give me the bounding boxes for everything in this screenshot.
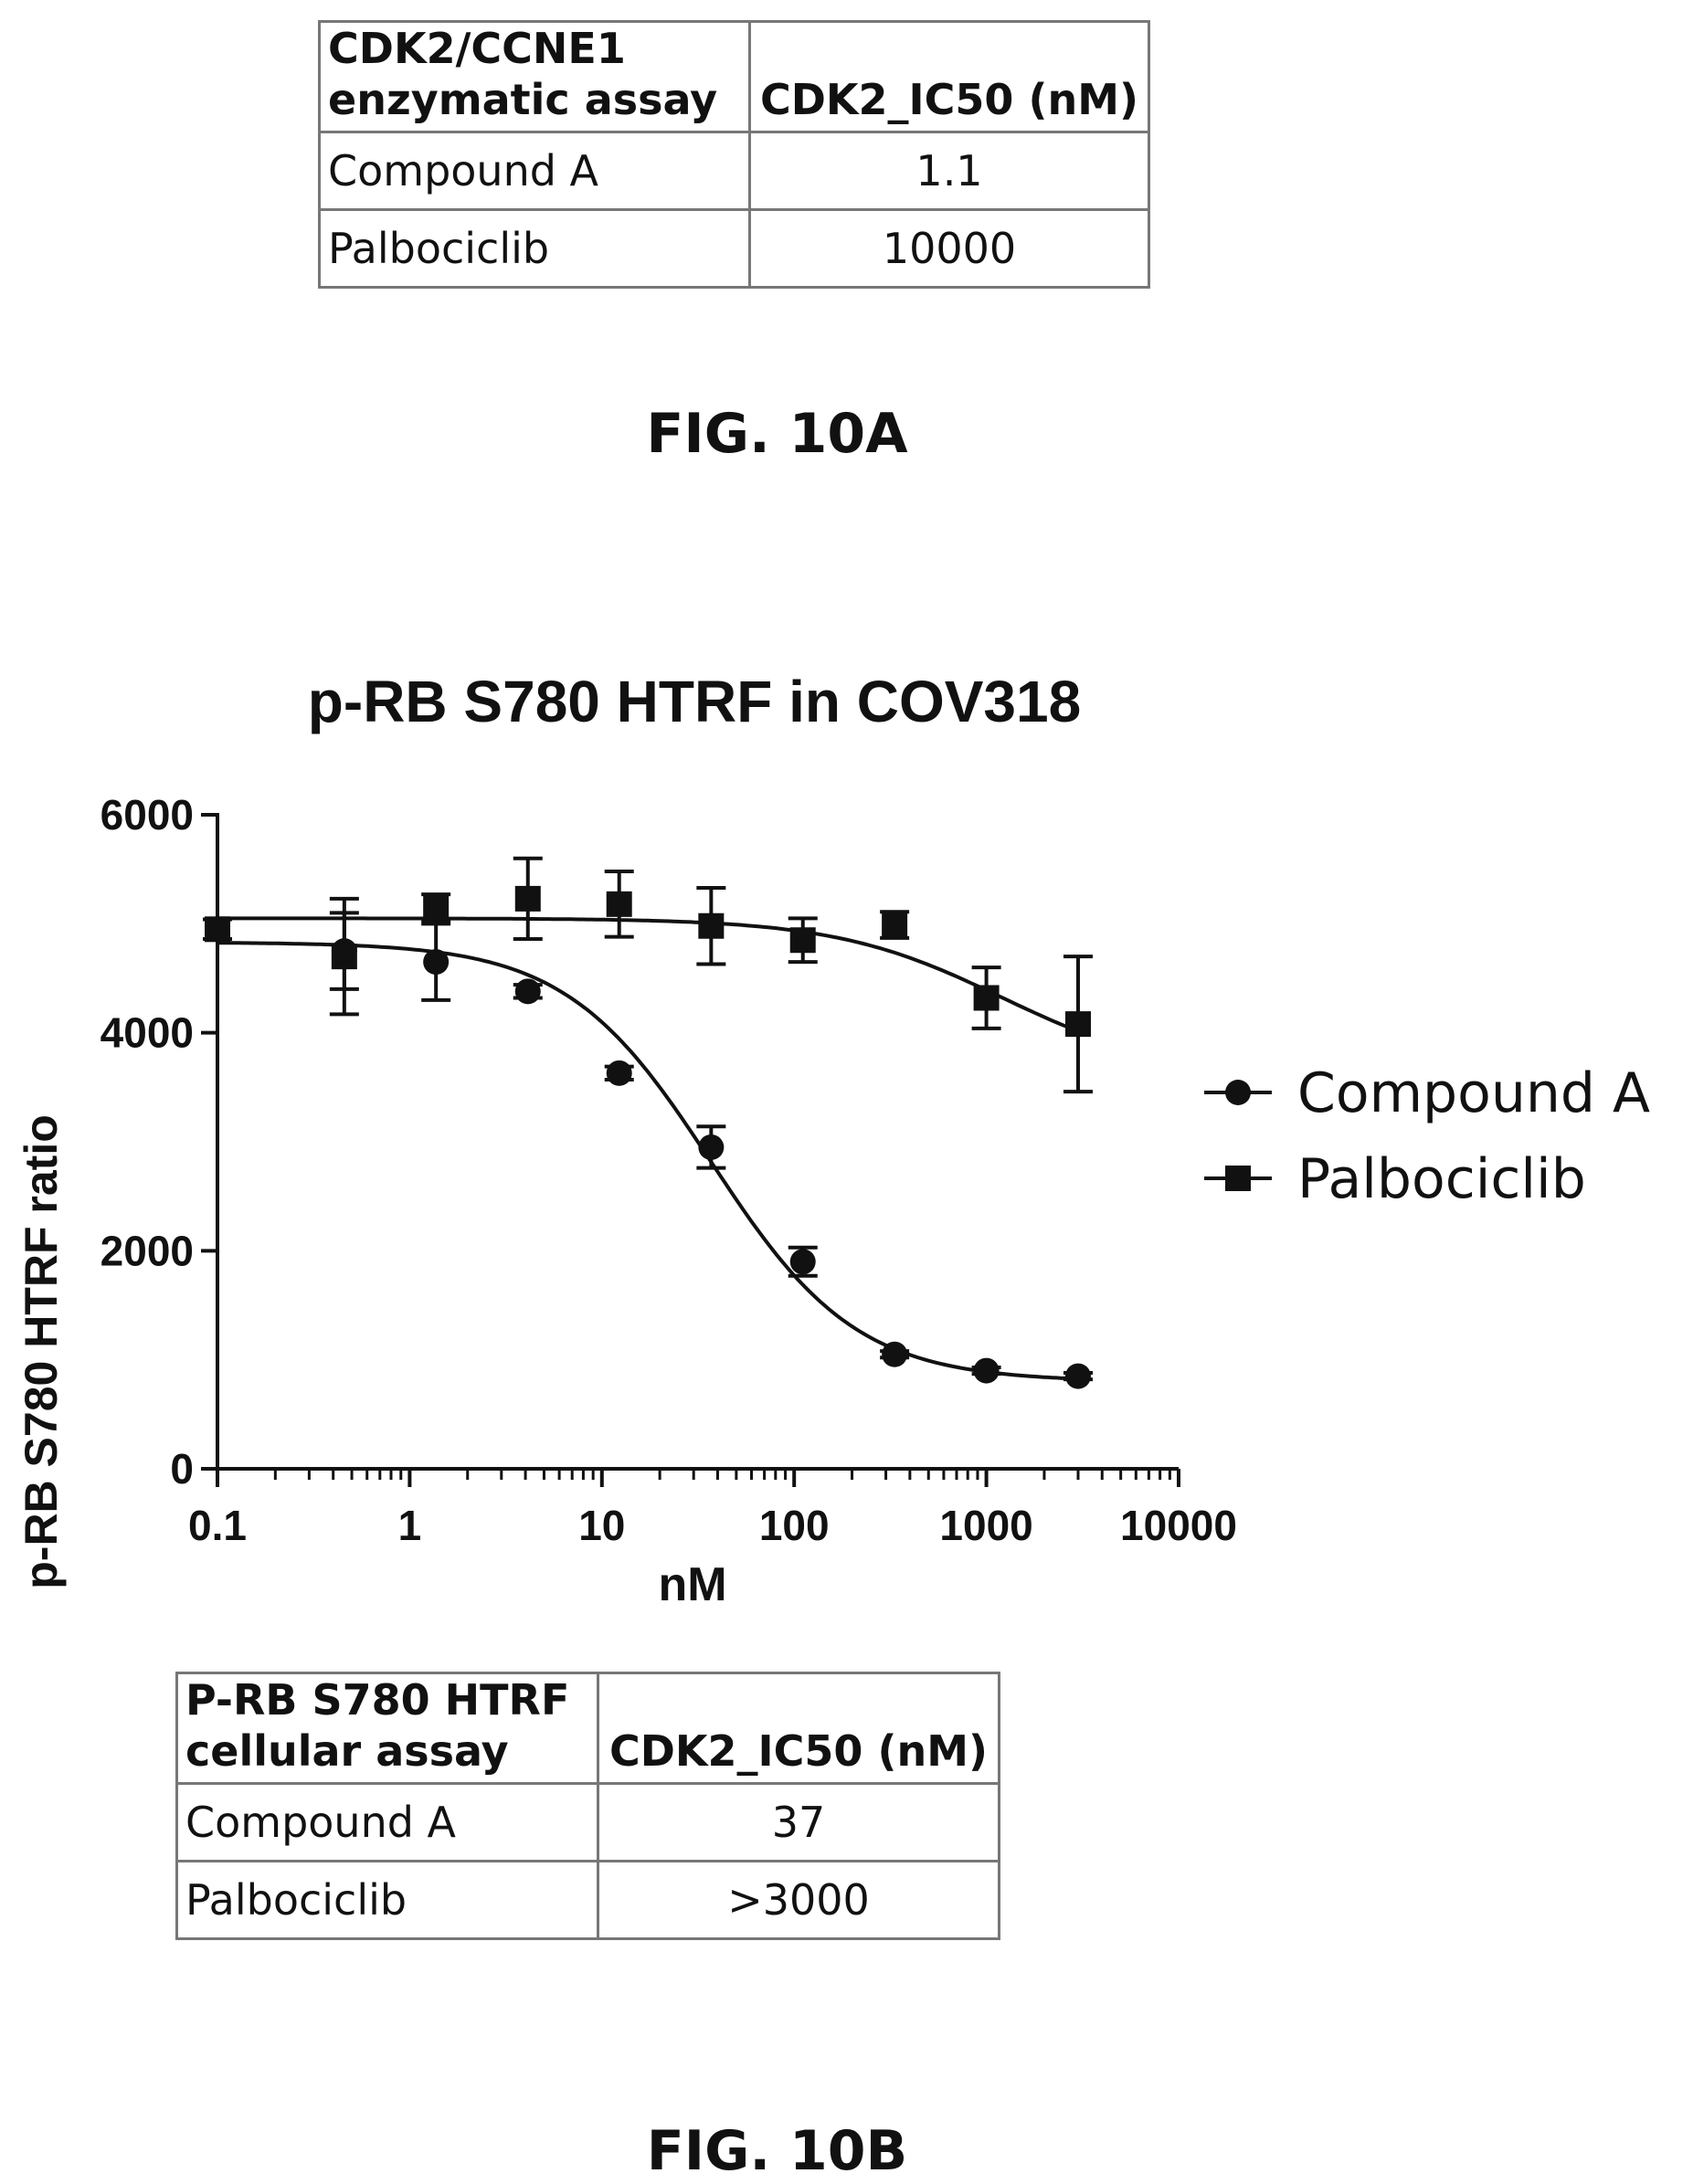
header-line-2: enzymatic assay xyxy=(328,75,718,124)
data-point-palbociclib xyxy=(514,885,541,912)
row-compound-name: Palbociclib xyxy=(318,208,751,289)
figure-label-10b: FIG. 10B xyxy=(646,2119,908,2183)
y-axis-label: p-RB S780 HTRF ratio xyxy=(16,1114,67,1589)
table-enzymatic-assay: CDK2/CCNE1 enzymatic assay CDK2_IC50 (nM… xyxy=(318,20,1150,289)
data-point-palbociclib xyxy=(698,913,725,939)
row-compound-name: Compound A xyxy=(175,1782,599,1862)
data-point-palbociclib xyxy=(973,985,1000,1011)
table-header-ic50: CDK2_IC50 (nM) xyxy=(748,20,1150,133)
data-point-compound-a xyxy=(1064,1363,1091,1389)
chart-axes: 0 2000 4000 6000 0.1 1 10 100 1000 10000 xyxy=(101,791,1237,1549)
x-tick-label: 1 xyxy=(398,1502,422,1549)
fit-curves xyxy=(217,916,1079,1381)
data-point-palbociclib xyxy=(789,927,816,954)
table-row: Compound A 1.1 xyxy=(318,131,1150,211)
figure-label-10a: FIG. 10A xyxy=(646,402,908,466)
table-cellular-assay: P-RB S780 HTRF cellular assay CDK2_IC50 … xyxy=(175,1672,1000,1940)
row-ic50-value: 10000 xyxy=(748,208,1150,289)
data-point-palbociclib xyxy=(606,891,632,917)
legend-marker-palbociclib xyxy=(1225,1166,1251,1191)
data-point-compound-a xyxy=(882,1341,908,1367)
x-tick-label: 10000 xyxy=(1120,1502,1237,1549)
data-point-palbociclib xyxy=(1064,1011,1091,1038)
data-point-palbociclib xyxy=(882,912,908,938)
x-axis-label: nM xyxy=(658,1558,726,1611)
x-tick-label: 1000 xyxy=(939,1502,1032,1549)
header-line-1: CDK2/CCNE1 xyxy=(328,24,626,73)
chart-title: p-RB S780 HTRF in COV318 xyxy=(308,669,1081,734)
data-marks xyxy=(203,856,1093,1389)
row-ic50-value: 37 xyxy=(597,1782,1000,1862)
data-point-compound-a xyxy=(606,1060,632,1086)
data-point-palbociclib xyxy=(331,944,357,970)
table-row: Compound A 37 xyxy=(175,1782,1000,1862)
x-tick-label: 0.1 xyxy=(188,1502,247,1549)
y-tick-label: 0 xyxy=(170,1445,194,1493)
data-point-compound-a xyxy=(423,949,450,976)
y-tick-label: 2000 xyxy=(101,1227,194,1274)
data-point-palbociclib xyxy=(423,894,450,921)
legend-marker-compound-a xyxy=(1225,1080,1251,1105)
fit-curve-compound-a xyxy=(217,941,1079,1381)
row-compound-name: Palbociclib xyxy=(175,1860,599,1940)
header-line-2: cellular assay xyxy=(185,1726,509,1776)
row-compound-name: Compound A xyxy=(318,131,751,211)
row-ic50-value: 1.1 xyxy=(748,131,1150,211)
data-point-compound-a xyxy=(973,1357,1000,1384)
x-tick-label: 10 xyxy=(578,1502,625,1549)
header-line-1: P-RB S780 HTRF xyxy=(185,1675,570,1725)
y-tick-label: 6000 xyxy=(101,791,194,839)
legend-label-compound-a: Compound A xyxy=(1297,1061,1650,1125)
legend-label-palbociclib: Palbociclib xyxy=(1297,1147,1586,1211)
dose-response-chart: p-RB S780 HTRF in COV318 p-RB S780 HTRF … xyxy=(16,669,1650,1611)
table-header-row: P-RB S780 HTRF cellular assay CDK2_IC50 … xyxy=(175,1672,1000,1785)
table-header-ic50: CDK2_IC50 (nM) xyxy=(597,1672,1000,1785)
table-row: Palbociclib >3000 xyxy=(175,1860,1000,1940)
y-tick-label: 4000 xyxy=(101,1009,194,1057)
data-point-compound-a xyxy=(698,1134,725,1160)
data-point-palbociclib xyxy=(205,916,230,943)
data-point-compound-a xyxy=(514,978,541,1005)
x-tick-label: 100 xyxy=(759,1502,830,1549)
fit-curve-palbociclib xyxy=(217,916,1079,1033)
chart-legend: Compound A Palbociclib xyxy=(1204,1061,1650,1211)
table-header-assay: CDK2/CCNE1 enzymatic assay xyxy=(318,20,751,133)
table-row: Palbociclib 10000 xyxy=(318,208,1150,289)
table-header-row: CDK2/CCNE1 enzymatic assay CDK2_IC50 (nM… xyxy=(318,20,1150,133)
data-point-compound-a xyxy=(789,1249,816,1275)
row-ic50-value: >3000 xyxy=(597,1860,1000,1940)
table-header-assay: P-RB S780 HTRF cellular assay xyxy=(175,1672,599,1785)
